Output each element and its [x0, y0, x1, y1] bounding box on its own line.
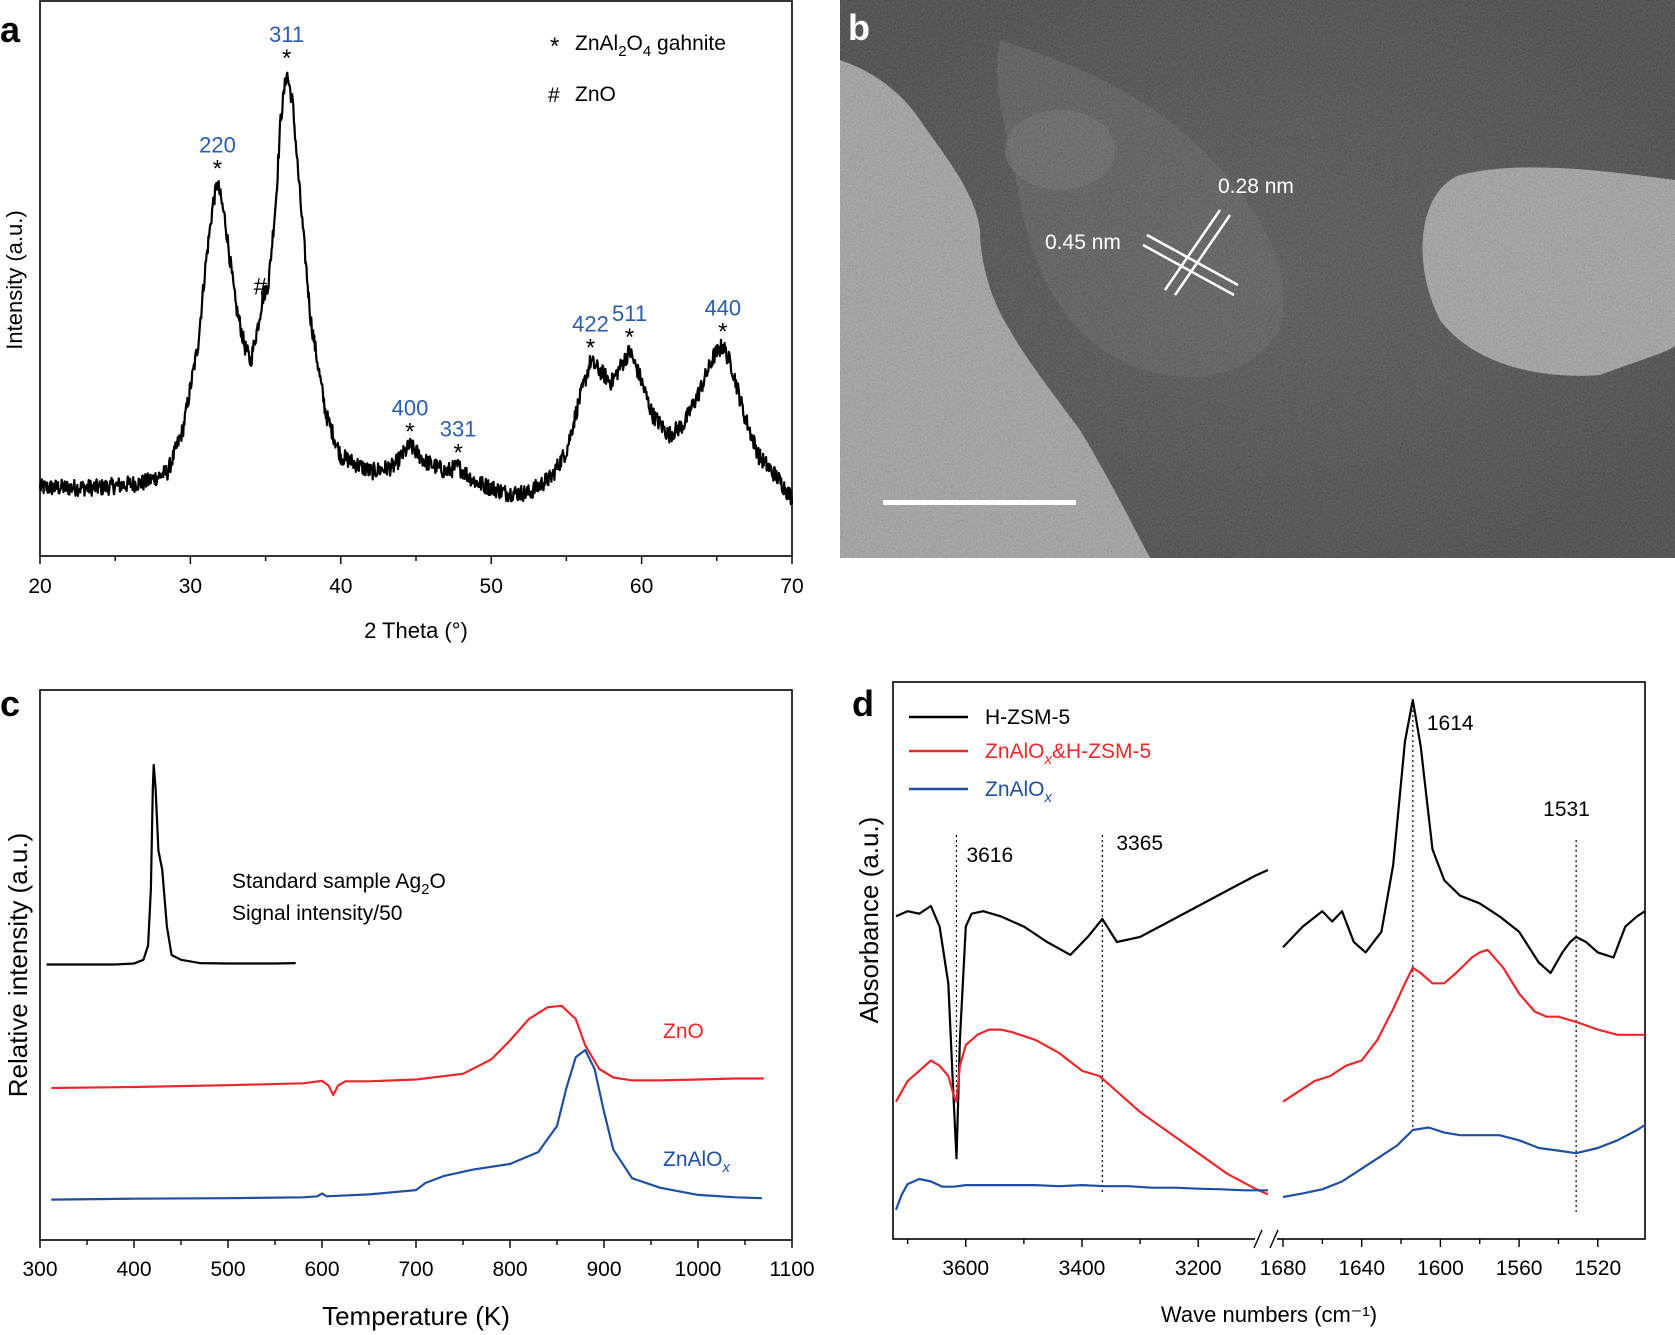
panel-c: c 300 400 500 600 700 800 900 1000 1100 Temperat… [0, 683, 815, 1331]
d-reference-label: 1531 [1543, 798, 1590, 821]
c-tick-label: 800 [492, 1258, 527, 1281]
d-left-tick-label: 3400 [1059, 1257, 1106, 1280]
c-tick-label: 300 [22, 1258, 57, 1281]
peak-marker: * [453, 440, 462, 467]
peak-hkl-label: 311 [269, 22, 304, 47]
c-tick-label: 700 [398, 1258, 433, 1281]
a-tick-label: 40 [329, 575, 352, 598]
c-tick-label: 500 [210, 1258, 245, 1281]
panel-a-legend: * ZnAl2O4 gahnite # ZnO [548, 32, 726, 107]
panel-label-b: b [848, 7, 870, 48]
c-tick-label: 400 [116, 1258, 151, 1281]
d-reference-label: 3616 [966, 844, 1013, 867]
panel-b-micrograph: 0.28 nm 0.45 nm b [840, 0, 1675, 558]
panel-d-frame [892, 681, 1646, 1240]
panel-a-x-ticks: 20 30 40 50 60 70 [28, 556, 804, 598]
d-left-tick-label: 3200 [1175, 1257, 1222, 1280]
c-tick-label: 600 [304, 1258, 339, 1281]
peak-hkl-label: 331 [440, 417, 477, 442]
panel-c-series-zno [51, 1004, 764, 1097]
lattice-spacing-markers [1142, 209, 1239, 297]
legend-gahnite-label: ZnAl2O4 gahnite [575, 32, 726, 60]
legend-star-symbol: * [550, 33, 559, 60]
legend-label-znalox: ZnAlOx [985, 778, 1053, 806]
panel-d-reference-lines: 3616 3365 1614 1531 [955, 705, 1590, 1215]
axis-break-mark-2 [1269, 1229, 1279, 1249]
peak-marker: * [282, 45, 291, 72]
panel-a-x-label: 2 Theta (°) [364, 618, 468, 643]
d-series-right [1282, 948, 1645, 1103]
peak-marker: * [213, 156, 222, 183]
panel-label-a: a [0, 9, 21, 50]
d-reference-label: 3365 [1116, 832, 1163, 855]
d-series-left [895, 868, 1269, 1160]
c-tick-label: 1100 [769, 1258, 814, 1281]
panel-c-series-ag2o [46, 763, 296, 966]
a-tick-label: 30 [179, 575, 202, 598]
scale-bar [883, 500, 1076, 505]
panel-a: a 20 30 40 50 60 70 2 Theta (°) Intensity (a.… [0, 0, 804, 643]
a-tick-label: 70 [780, 575, 803, 598]
spacing-label-028: 0.28 nm [1218, 175, 1294, 198]
d-series-left [894, 1177, 1268, 1211]
panel-d-y-label: Absorbance (a.u.) [854, 817, 884, 1024]
axis-break-mark-1 [1253, 1229, 1263, 1249]
spacing-label-045: 0.45 nm [1045, 231, 1121, 254]
panel-label-d: d [852, 683, 874, 724]
panel-label-c: c [0, 683, 20, 724]
d-series-right [1282, 698, 1646, 975]
peak-marker: * [718, 319, 727, 346]
legend-hash-symbol: # [548, 84, 560, 107]
d-right-tick-label: 1640 [1338, 1257, 1385, 1280]
panel-d-x-ticks: 3600 3400 3200 1680 1640 1600 1560 1520 [906, 1239, 1621, 1280]
d-series-right [1282, 1123, 1646, 1199]
d-series-left [895, 1028, 1269, 1196]
panel-c-x-ticks: 300 400 500 600 700 800 900 1000 1100 [22, 1240, 815, 1281]
d-right-tick-label: 1560 [1496, 1257, 1543, 1280]
peak-marker: * [625, 324, 634, 351]
legend-zno-label: ZnO [575, 83, 616, 106]
peak-hkl-label: 440 [704, 296, 741, 321]
panel-a-xrd-series [38, 71, 794, 506]
d-right-tick-label: 1680 [1260, 1257, 1307, 1280]
panel-a-frame [39, 0, 793, 557]
series-label-zno: ZnO [663, 1020, 704, 1043]
inset-note-line-2: Signal intensity/50 [232, 902, 402, 925]
peak-hkl-label: 511 [612, 301, 647, 326]
peak-hkl-label: 422 [572, 311, 609, 336]
d-right-tick-label: 1520 [1574, 1257, 1621, 1280]
peak-marker: * [405, 419, 414, 446]
legend-label-hzsm5: H-ZSM-5 [985, 706, 1070, 729]
panel-a-peak-labels: *220#*311*400*331*422 *511*440 [199, 22, 741, 467]
tem-noise-overlay [840, 0, 1675, 558]
panel-c-y-label: Relative intensity (a.u.) [3, 833, 33, 1097]
panel-c-series-znalox [51, 1048, 762, 1201]
panel-d-series [894, 698, 1646, 1211]
inset-note-line-1: Standard sample Ag2O [232, 870, 446, 898]
d-right-tick-label: 1600 [1417, 1257, 1464, 1280]
panel-d: d 3600 3400 3200 1680 1640 1600 1560 1520 Wave … [852, 681, 1646, 1327]
peak-hkl-label: 400 [392, 396, 429, 421]
a-tick-label: 20 [28, 575, 51, 598]
d-left-tick-label: 3600 [942, 1257, 989, 1280]
c-tick-label: 1000 [675, 1258, 722, 1281]
panel-a-y-label: Intensity (a.u.) [2, 210, 27, 349]
c-tick-label: 900 [586, 1258, 621, 1281]
panel-c-x-label: Temperature (K) [322, 1301, 510, 1331]
a-tick-label: 50 [480, 575, 503, 598]
a-tick-label: 60 [630, 575, 653, 598]
peak-marker-zno: # [254, 273, 268, 300]
peak-marker: * [586, 334, 595, 361]
tem-fringes [1099, 164, 1291, 361]
panel-d-x-label: Wave numbers (cm⁻¹) [1161, 1302, 1377, 1327]
peak-hkl-label: 220 [199, 133, 236, 158]
series-label-znalox: ZnAlOx [663, 1148, 731, 1176]
panel-d-legend: H-ZSM-5 ZnAlOx&H-ZSM-5 ZnAlOx [909, 706, 1151, 806]
d-reference-label: 1614 [1427, 712, 1474, 735]
legend-label-mix: ZnAlOx&H-ZSM-5 [985, 740, 1151, 768]
